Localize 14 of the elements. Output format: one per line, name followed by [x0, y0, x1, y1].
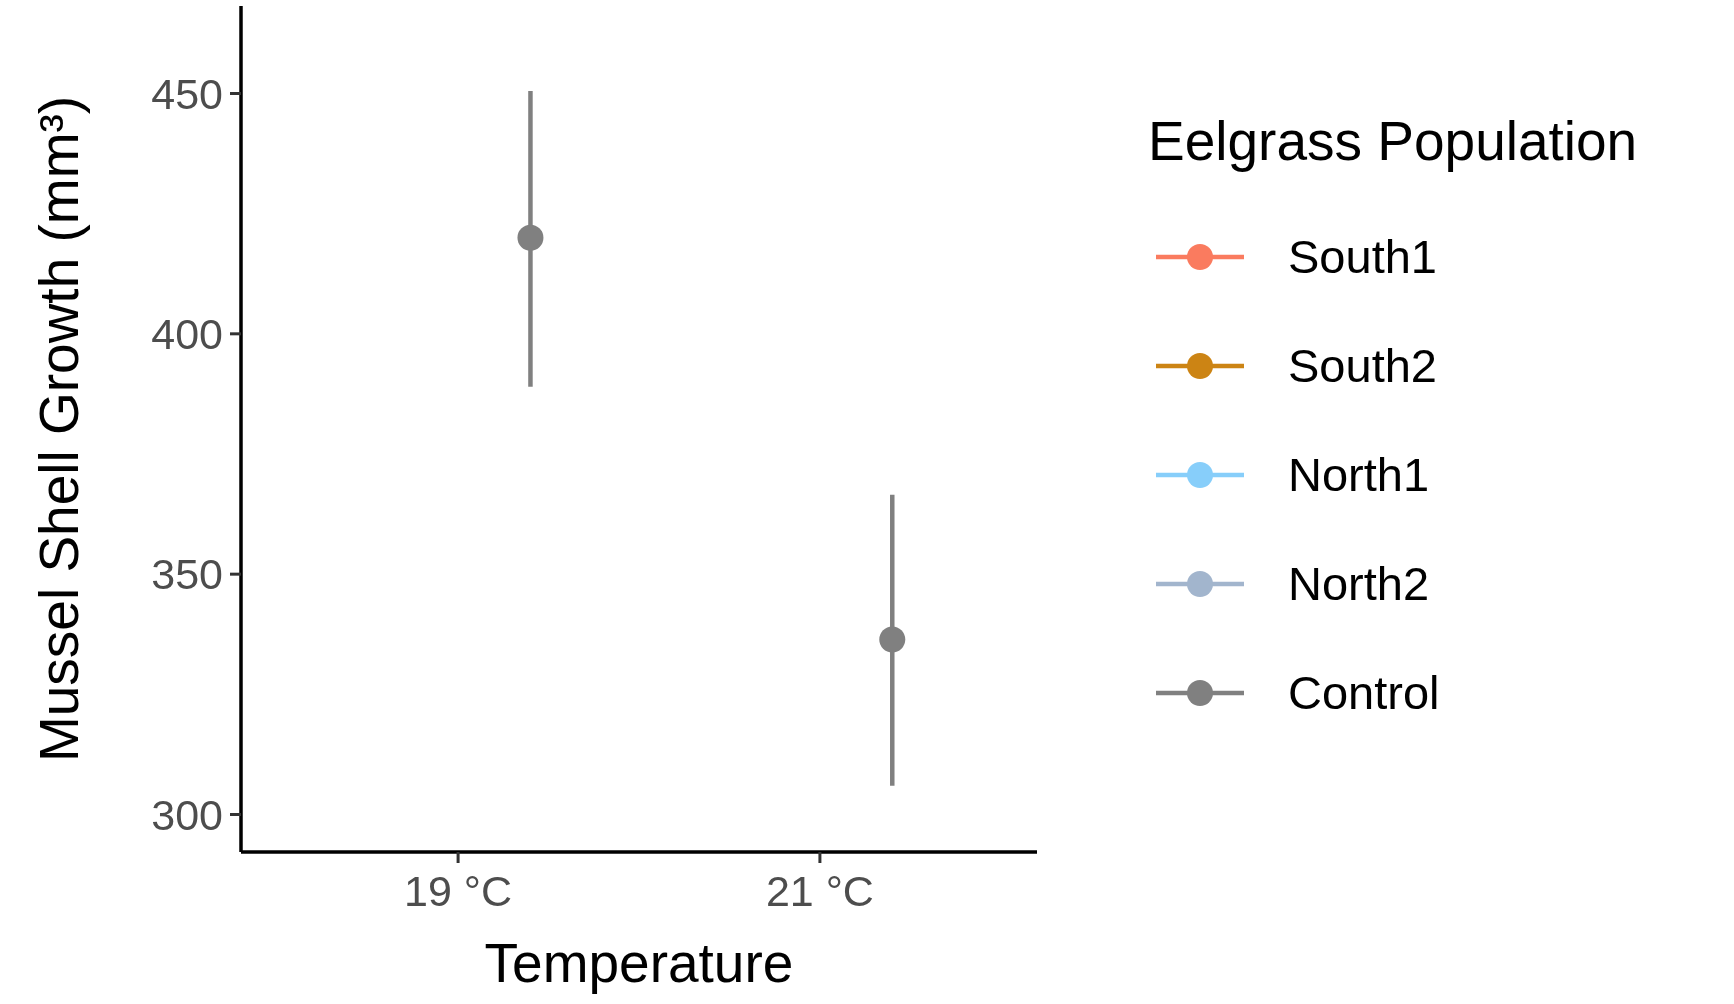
x-axis-title: Temperature — [484, 932, 794, 994]
y-axis-title: Mussel Shell Growth (mm³) — [28, 95, 90, 763]
x-tick-label: 19 °C — [404, 867, 513, 915]
y-tick-label: 450 — [151, 69, 223, 118]
y-tick-label: 400 — [151, 309, 223, 358]
y-tick-label: 350 — [151, 550, 223, 599]
legend-label: Control — [1288, 666, 1440, 720]
legend-label: South2 — [1288, 339, 1437, 393]
x-tick-label: 21 °C — [765, 867, 874, 915]
legend-label: North2 — [1288, 557, 1430, 611]
legend-label: North1 — [1288, 448, 1430, 502]
legend-title: Eelgrass Population — [1148, 110, 1638, 172]
y-tick-label: 300 — [151, 790, 223, 839]
legend-label: South1 — [1288, 230, 1437, 284]
